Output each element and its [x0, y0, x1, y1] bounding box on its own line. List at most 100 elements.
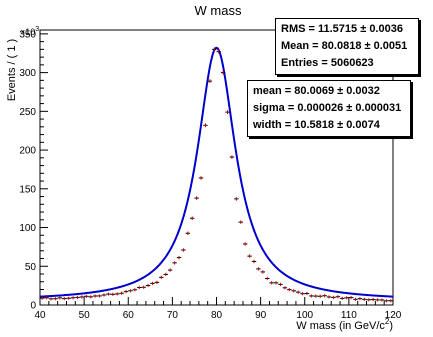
stats-row-entries: Entries = 5060623 [276, 55, 418, 72]
data-point [335, 295, 341, 299]
data-point [88, 295, 93, 299]
param-row-mean: mean = 80.0069 ± 0.0032 [248, 83, 410, 100]
data-point [181, 248, 186, 252]
data-point [353, 297, 358, 301]
y-multiplier-exponent: 3 [35, 26, 39, 33]
data-point [357, 297, 363, 301]
data-point [141, 285, 146, 289]
data-point [269, 281, 274, 285]
x-tick-label: 80 [211, 310, 223, 321]
y-tick-label: 250 [19, 107, 36, 118]
param-value: 10.5818 [294, 119, 335, 131]
data-point [132, 288, 138, 292]
y-axis-label: Events / ( 1 ) [6, 39, 18, 101]
data-point [212, 47, 217, 52]
data-point [220, 70, 226, 75]
param-value: 0.000026 [297, 102, 344, 114]
y-tick-label: 50 [25, 262, 37, 273]
x-tick-label: 120 [385, 310, 402, 321]
data-point [375, 298, 380, 302]
data-point [150, 281, 155, 286]
data-point [260, 270, 266, 274]
data-point [44, 296, 49, 300]
data-point [106, 292, 111, 296]
y-tick-label: 350 [19, 29, 36, 40]
data-point [207, 79, 213, 84]
data-point [291, 289, 296, 293]
y-tick-label: 0 [30, 301, 36, 312]
stats-row-rms: RMS = 11.5715 ± 0.0036 [276, 21, 418, 38]
data-point [40, 296, 45, 300]
x-tick-label: 60 [123, 310, 135, 321]
data-point [145, 283, 151, 288]
data-point [203, 123, 208, 128]
data-point [362, 297, 367, 301]
data-point [48, 297, 54, 301]
data-point [287, 288, 292, 292]
data-point [66, 296, 71, 300]
param-label: mean [253, 85, 282, 97]
data-point [123, 289, 129, 294]
data-point [317, 294, 323, 298]
data-point [229, 155, 235, 159]
data-point [273, 281, 279, 285]
data-point [384, 299, 389, 303]
stat-label: Mean [281, 40, 310, 52]
data-point [216, 49, 221, 54]
data-point [101, 293, 107, 297]
data-point [92, 294, 98, 298]
param-label: sigma [253, 102, 285, 114]
data-point [322, 294, 327, 298]
x-axis-label-main: W mass (in GeV/c [296, 320, 385, 332]
data-point [167, 268, 173, 272]
fit-layer [39, 46, 394, 298]
param-err: 0.0074 [346, 119, 380, 131]
stat-err: 0.0051 [373, 40, 408, 52]
chart-title: W mass [195, 3, 242, 18]
data-point [154, 280, 160, 285]
param-value: 80.0069 [294, 85, 335, 97]
y-tick-label: 300 [19, 68, 36, 79]
data-point [379, 298, 385, 302]
stat-err: 0.0036 [369, 23, 403, 35]
y-multiplier-base: ×10 [20, 27, 35, 37]
stat-label: Entries [281, 57, 319, 69]
y-tick-label: 200 [19, 146, 36, 157]
param-row-sigma: sigma = 0.000026 ± 0.000031 [248, 100, 410, 117]
data-point [57, 296, 63, 300]
stat-label: RMS [281, 23, 306, 35]
param-label: width [253, 119, 282, 131]
data-point [238, 220, 243, 224]
data-point [331, 295, 336, 299]
x-axis-label-sup: 2 [385, 317, 390, 326]
x-tick-label: 90 [255, 310, 267, 321]
stat-eq: = [305, 23, 318, 35]
param-pm: ± [334, 85, 347, 97]
data-point [119, 291, 124, 295]
data-point [62, 297, 67, 301]
data-point [115, 292, 120, 296]
data-point [388, 299, 393, 303]
data-point [128, 289, 133, 293]
x-tick-label: 110 [341, 310, 357, 321]
y-tick-label: 100 [19, 223, 36, 234]
param-pm: ± [343, 102, 356, 114]
ticks-layer: 40 50 60 70 80 90 100 110 120 0 50 100 150 200 250 300 3… [19, 29, 401, 321]
data-point [194, 196, 199, 200]
x-axis-label-close: ) [389, 320, 393, 332]
param-pm: ± [334, 119, 347, 131]
data-point [70, 296, 76, 300]
stats-box: RMS = 11.5715 ± 0.0036 Mean = 80.0818 ± … [275, 18, 419, 75]
data-point [256, 267, 261, 271]
data-point [295, 290, 301, 294]
data-point [247, 254, 252, 258]
param-eq: = [284, 102, 298, 114]
data-point [234, 197, 239, 201]
y-multiplier: ×103 [20, 26, 39, 37]
data-point [300, 292, 305, 296]
fit-params-box: mean = 80.0069 ± 0.0032 sigma = 0.000026… [247, 80, 411, 137]
data-point [198, 176, 204, 180]
fit-curve [39, 46, 394, 298]
data-point [326, 295, 332, 299]
